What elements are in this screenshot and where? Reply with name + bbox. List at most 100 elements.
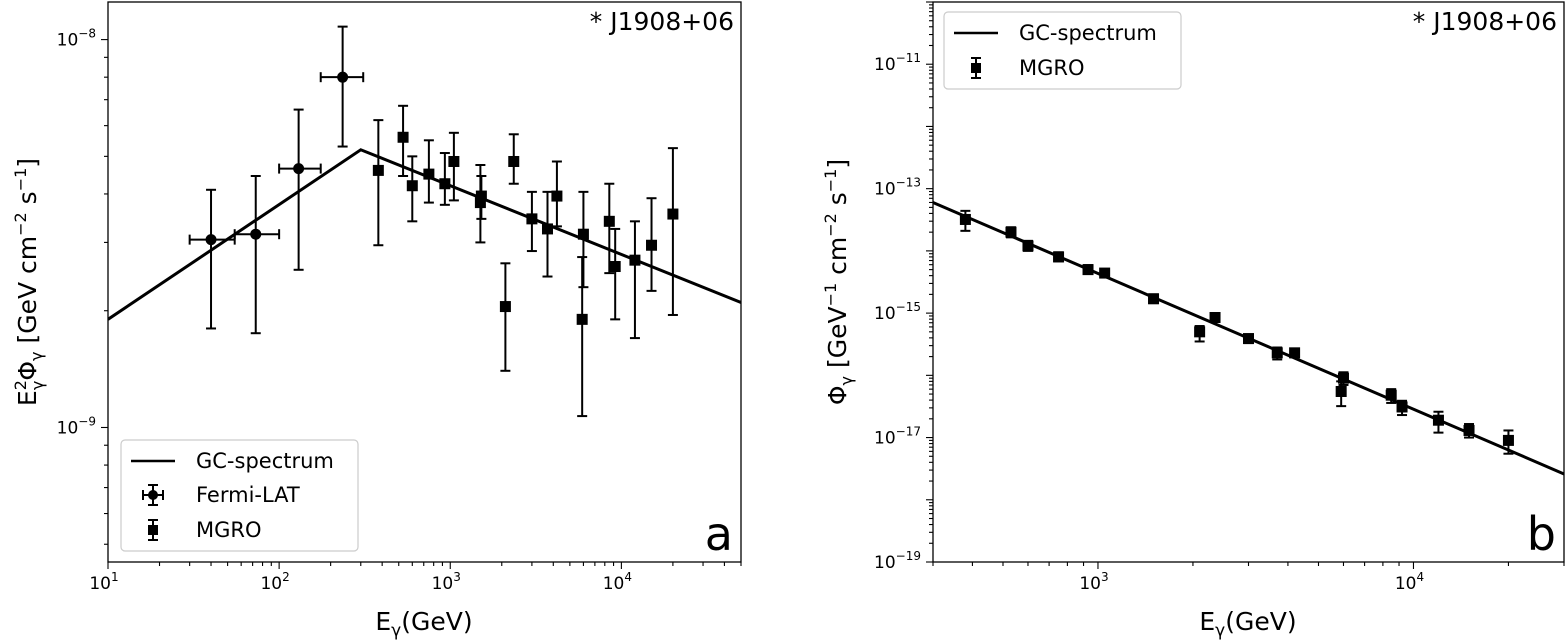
fermi-lat-point (233, 174, 281, 335)
x-tick-label: 101 (89, 570, 118, 594)
panel-a-xlabel: Eγ(GeV) (375, 607, 472, 641)
mgro-point (1432, 410, 1444, 434)
mgro-marker (1099, 267, 1111, 279)
mgro-point (1022, 239, 1034, 252)
mgro-point (475, 174, 487, 220)
mgro-marker (1463, 424, 1475, 436)
panel-data-layer (108, 25, 741, 418)
panel-b-annotation: * J1908+06 (1413, 7, 1557, 36)
mgro-marker (609, 261, 621, 273)
fermi-lat-marker (337, 71, 349, 83)
mgro-point (1005, 226, 1017, 239)
panel-a-legend: GC-spectrum Fermi-LAT MGRO (120, 439, 359, 552)
panel-a-legend-box (120, 439, 359, 552)
mgro-point (603, 182, 615, 275)
x-tick-label: 103 (432, 570, 461, 594)
mgro-marker (1289, 347, 1301, 359)
panel-a-legend-mgro-swatch (148, 519, 158, 541)
mgro-marker (1005, 226, 1017, 238)
mgro-point (576, 256, 588, 418)
panel-a-axes-frame (107, 1, 742, 563)
mgro-marker (1053, 251, 1065, 263)
x-tick-label: 102 (260, 570, 289, 594)
mgro-point (1385, 388, 1397, 404)
mgro-marker (667, 208, 679, 220)
y-tick-label: 10−17 (874, 425, 921, 449)
mgro-point (372, 119, 384, 247)
panel-a-annotation: * J1908+06 (590, 7, 734, 36)
y-tick-label: 10−19 (874, 549, 921, 573)
y-tick-label: 10−15 (874, 300, 921, 324)
mgro-point (448, 131, 460, 202)
mgro-marker (1385, 389, 1397, 401)
panel-a-legend-mgro: MGRO (196, 518, 262, 542)
mgro-point (667, 147, 679, 316)
mgro-marker (1209, 312, 1221, 324)
mgro-marker (551, 190, 563, 202)
mgro-point (609, 227, 621, 321)
mgro-marker (1335, 385, 1347, 397)
mgro-marker (372, 164, 384, 176)
panel-b-ticks: 103 104 10−19 10−17 10−15 10−13 10−11 (874, 1, 1565, 594)
mgro-marker (526, 213, 538, 225)
mgro-marker (1271, 347, 1283, 359)
panel-data-layer (933, 201, 1564, 476)
mgro-marker (646, 239, 658, 251)
mgro-marker (1082, 264, 1094, 276)
panel-a-plot-area (108, 25, 741, 418)
mgro-point (1148, 293, 1160, 305)
mgro-marker (439, 178, 451, 190)
mgro-marker (1194, 326, 1206, 338)
x-tick-label: 104 (1395, 570, 1424, 594)
mgro-point (959, 209, 971, 232)
mgro-marker (1337, 372, 1349, 384)
fermi-lat-marker (250, 228, 262, 240)
mgro-point (526, 190, 538, 253)
panel-a-ylabel: E2γΦγ [GeV cm−2 s−1] (11, 158, 47, 406)
mgro-marker (499, 301, 511, 313)
mgro-point (1194, 325, 1206, 343)
y-tick-label: 10−8 (57, 27, 96, 51)
mgro-marker (397, 131, 409, 143)
mgro-point (1396, 399, 1408, 417)
mgro-point (646, 197, 658, 292)
mgro-point (1271, 346, 1283, 361)
mgro-marker (423, 168, 435, 180)
mgro-marker (508, 155, 520, 167)
fermi-lat-point (278, 108, 322, 271)
panel-a-legend-fermi-lat: Fermi-LAT (196, 483, 300, 507)
y-tick-label: 10−9 (57, 414, 96, 438)
mgro-marker (959, 213, 971, 225)
fermi-lat-point (188, 188, 236, 330)
mgro-point (629, 220, 641, 340)
panel-a-legend-fermi-swatch (142, 484, 164, 506)
mgro-marker (448, 155, 460, 167)
mgro-point (423, 139, 435, 204)
mgro-marker (1148, 293, 1160, 305)
fermi-lat-marker (205, 234, 217, 246)
panel-b-xlabel: Eγ(GeV) (1199, 607, 1296, 641)
mgro-point (499, 262, 511, 372)
mgro-marker (629, 254, 641, 266)
panel-b-legend-mgro-swatch (971, 57, 981, 79)
panel-a-ticks: 101 102 103 104 10−9 10−8 (57, 27, 742, 594)
mgro-point (1082, 264, 1094, 276)
mgro-point (541, 190, 553, 278)
panel-b-legend: GC-spectrum MGRO (943, 11, 1182, 90)
panel-b-plot-area (933, 201, 1564, 476)
mgro-marker (1022, 240, 1034, 252)
mgro-point (1337, 371, 1349, 386)
y-tick-label: 10−13 (874, 176, 921, 200)
mgro-marker (1243, 333, 1254, 345)
mgro-point (508, 133, 520, 185)
fermi-lat-point (319, 25, 365, 148)
mgro-point (397, 104, 409, 177)
panel-a-letter: a (705, 507, 733, 561)
mgro-marker (1502, 434, 1514, 446)
mgro-point (1289, 347, 1301, 359)
panel-b-legend-mgro: MGRO (1019, 56, 1085, 80)
mgro-point (1053, 251, 1065, 263)
panel-b-letter: b (1527, 507, 1556, 561)
mgro-marker (541, 223, 553, 235)
